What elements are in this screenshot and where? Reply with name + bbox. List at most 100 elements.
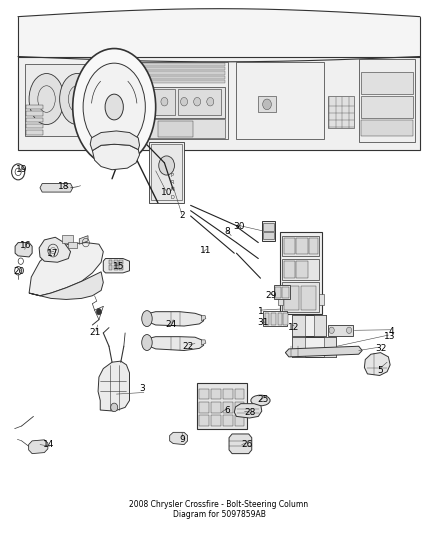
Text: 8: 8 <box>225 228 231 237</box>
Bar <box>132 90 175 115</box>
Ellipse shape <box>142 311 152 327</box>
Bar <box>199 389 209 399</box>
Bar <box>263 311 287 326</box>
Bar <box>26 111 43 116</box>
Bar <box>319 294 324 305</box>
Text: 29: 29 <box>266 291 277 300</box>
Text: 28: 28 <box>244 408 255 417</box>
Bar <box>361 96 413 118</box>
Text: R: R <box>171 180 174 185</box>
Bar <box>272 313 276 325</box>
Polygon shape <box>229 434 252 454</box>
Polygon shape <box>103 259 130 273</box>
Polygon shape <box>364 353 390 375</box>
Bar <box>223 402 233 413</box>
Circle shape <box>263 99 272 110</box>
Circle shape <box>96 309 102 315</box>
Text: 26: 26 <box>242 440 253 449</box>
Bar <box>223 389 233 399</box>
Text: 16: 16 <box>20 241 32 250</box>
Bar <box>158 121 193 137</box>
Bar <box>361 120 413 136</box>
Bar <box>235 415 244 426</box>
Circle shape <box>207 98 214 106</box>
Text: 1: 1 <box>258 307 263 316</box>
Bar <box>109 260 113 264</box>
Circle shape <box>148 98 155 106</box>
Text: 11: 11 <box>200 246 212 255</box>
Bar <box>324 337 336 357</box>
Text: D: D <box>171 195 175 200</box>
Text: 18: 18 <box>58 182 70 191</box>
Text: 2: 2 <box>179 212 185 221</box>
Bar <box>120 260 123 264</box>
Text: 14: 14 <box>43 440 54 449</box>
Ellipse shape <box>251 395 270 406</box>
Polygon shape <box>98 361 130 411</box>
Bar <box>359 59 416 142</box>
Text: 24: 24 <box>166 320 177 329</box>
Bar <box>280 232 321 314</box>
Bar <box>314 316 326 336</box>
Polygon shape <box>29 272 103 300</box>
Bar <box>328 96 354 128</box>
Bar <box>301 286 316 310</box>
Circle shape <box>194 98 201 106</box>
Polygon shape <box>90 131 140 151</box>
Text: N: N <box>171 188 175 192</box>
Bar <box>114 260 118 264</box>
Bar <box>197 383 247 429</box>
Bar <box>283 287 289 298</box>
Text: 30: 30 <box>233 222 244 231</box>
Text: 31: 31 <box>257 318 268 327</box>
Polygon shape <box>79 236 88 244</box>
Bar <box>114 265 118 270</box>
Text: 4: 4 <box>389 327 394 336</box>
Text: 6: 6 <box>225 406 231 415</box>
Ellipse shape <box>73 49 155 165</box>
Polygon shape <box>201 316 206 321</box>
Bar <box>328 325 353 336</box>
Bar <box>237 62 324 139</box>
Text: 10: 10 <box>161 188 173 197</box>
Bar <box>199 402 209 413</box>
Bar <box>283 259 319 280</box>
Bar <box>283 313 288 325</box>
Bar <box>309 238 318 254</box>
Bar <box>130 119 225 138</box>
Circle shape <box>329 327 334 334</box>
Text: 21: 21 <box>89 328 100 337</box>
Bar <box>274 285 290 300</box>
Polygon shape <box>15 243 32 257</box>
Text: 32: 32 <box>375 344 386 353</box>
Bar <box>26 131 43 135</box>
Bar <box>283 282 319 312</box>
Polygon shape <box>39 237 71 262</box>
Text: 12: 12 <box>287 323 299 332</box>
Text: 17: 17 <box>47 249 59 258</box>
Bar <box>283 236 319 256</box>
Text: 19: 19 <box>15 165 27 174</box>
Text: P: P <box>171 173 174 177</box>
Polygon shape <box>40 183 73 192</box>
Text: 20: 20 <box>13 268 25 276</box>
Bar <box>177 90 221 115</box>
Polygon shape <box>234 403 262 418</box>
Bar <box>211 389 221 399</box>
Bar <box>275 287 282 298</box>
Bar <box>68 241 77 248</box>
Text: 2008 Chrysler Crossfire - Bolt-Steering Column
Diagram for 5097859AB: 2008 Chrysler Crossfire - Bolt-Steering … <box>130 499 308 519</box>
Bar <box>18 56 420 150</box>
Bar <box>109 265 113 270</box>
Bar <box>129 76 225 79</box>
Polygon shape <box>286 346 362 357</box>
Bar <box>263 232 274 239</box>
Bar <box>129 67 225 70</box>
Bar <box>199 415 209 426</box>
Bar <box>151 144 182 200</box>
Bar <box>62 235 73 243</box>
Polygon shape <box>29 243 103 296</box>
Bar <box>129 80 225 83</box>
Bar <box>292 316 326 336</box>
Polygon shape <box>201 340 206 345</box>
